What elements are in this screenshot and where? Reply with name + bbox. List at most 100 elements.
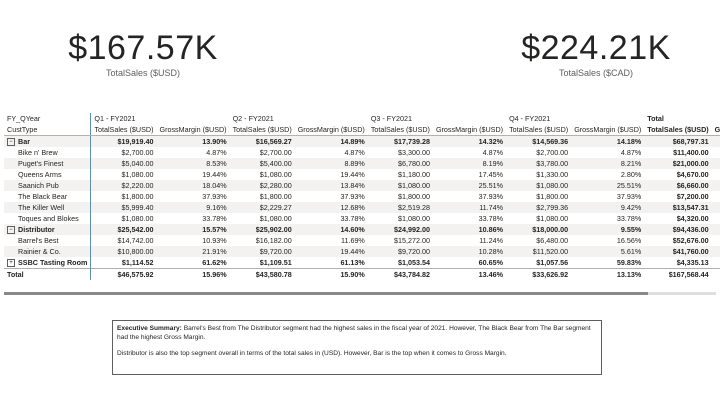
row-label: The Killer Well (4, 202, 92, 213)
row-label: Total (4, 268, 92, 280)
cell-total-sales: $1,800.00 (397, 192, 430, 201)
cell-gross-margin: 9.55% (571, 224, 645, 235)
row-label: The Black Bear (4, 191, 92, 202)
cell-total-sales: $16,569.27 (229, 135, 295, 147)
column-header-total-sales[interactable]: TotalSales ($USD) (90, 124, 157, 136)
cell-gross-margin: 9.16% (156, 202, 230, 213)
column-header-total[interactable]: Total (647, 114, 664, 123)
matrix-row[interactable]: The Killer Well $5,999.40 9.16% $2,229.27 12… (4, 202, 720, 213)
column-header-total-sales[interactable]: TotalSales ($USD) (367, 124, 433, 136)
matrix-row[interactable]: The Black Bear $1,800.00 37.93% $1,800.00 37… (4, 191, 720, 202)
executive-summary-textbox: Executive Summary: Barrel's Best from Th… (112, 320, 602, 375)
cell-total-sales: $1,080.00 (259, 170, 292, 179)
cell-total-sales: $1,080.00 (397, 214, 430, 223)
matrix-group-row[interactable]: + SSBC Tasting Room $1,114.52 61.62% $1,109.… (4, 257, 720, 269)
cell-gross-margin: 61.13% (340, 258, 365, 267)
sales-matrix[interactable]: FY_QYear Q1 - FY2021 Q2 - FY2021 Q3 - FY202… (4, 113, 720, 298)
column-header-total-sales[interactable]: TotalSales ($USD) (229, 124, 295, 136)
matrix-row[interactable]: Bike n' Brew $2,700.00 4.87% $2,700.00 4.87%… (4, 147, 720, 158)
cell-gross-margin: 19.44% (294, 246, 368, 257)
matrix-row[interactable]: Queens Arms $1,080.00 19.44% $1,080.00 19.44… (4, 169, 720, 180)
cell-total-sales: $2,220.00 (90, 180, 157, 191)
matrix-group-row[interactable]: − Bar $19,919.40 13.90% $16,569.27 14.89% $17,… (4, 135, 720, 147)
collapse-icon[interactable]: − (7, 226, 15, 235)
cell-total-sales: $2,280.00 (229, 180, 295, 191)
cell-total: $41,760.00 (644, 246, 712, 257)
summary-text-1: Barrel's Best from The Distributor segme… (117, 325, 591, 341)
row-label-text: Toques and Blokes (18, 214, 79, 223)
cell-total-sales: $1,800.00 (121, 192, 154, 201)
collapse-icon[interactable]: − (7, 138, 15, 147)
cell-total-sales: $11,520.00 (506, 246, 572, 257)
matrix-header-row-measures: CustType TotalSales ($USD) GrossMargin ($U… (4, 124, 720, 136)
cell-total-sales: $1,053.54 (397, 258, 430, 267)
column-header-cut-off[interactable]: Gro (711, 124, 720, 136)
cell-gross-margin: 4.87% (482, 148, 504, 157)
row-label-text: Bar (18, 137, 30, 146)
column-header-quarter[interactable]: Q1 - FY2021 (94, 114, 136, 123)
cell-total: $4,335.13 (676, 258, 709, 267)
row-label: − Bar (4, 135, 92, 147)
column-header-total-sales[interactable]: TotalSales ($USD) (506, 124, 572, 136)
cell-cut-off (711, 180, 720, 191)
row-label-text: Bike n' Brew (18, 148, 58, 157)
column-header-gross-margin[interactable]: GrossMargin ($USD) (571, 124, 645, 136)
matrix-row[interactable]: Rainier & Co. $10,800.00 21.91% $9,720.00 19… (4, 246, 720, 257)
cell-total-sales: $2,700.00 (259, 148, 292, 157)
kpi-card-total-sales-cad[interactable]: $224.21K TotalSales ($CAD) (476, 28, 716, 78)
cell-gross-margin: 13.90% (156, 135, 230, 147)
matrix-row[interactable]: Barrel's Best $14,742.00 10.93% $16,182.00 1… (4, 235, 720, 246)
kpi-label: TotalSales ($CAD) (558, 68, 634, 78)
cell-total-sales: $25,542.00 (90, 224, 157, 235)
kpi-card-total-sales-usd[interactable]: $167.57K TotalSales ($USD) (23, 28, 263, 78)
cell-cut-off (712, 169, 720, 180)
matrix-row[interactable]: Toques and Blokes $1,080.00 33.78% $1,080.0… (4, 213, 720, 224)
cell-gross-margin: 15.90% (294, 268, 368, 280)
row-label-text: Distributor (18, 225, 55, 234)
cell-cut-off (712, 147, 720, 158)
column-header-gross-margin[interactable]: GrossMargin ($USD) (156, 124, 230, 136)
matrix-group-row[interactable]: − Distributor $25,542.00 15.57% $25,902.00 14… (4, 224, 720, 235)
horizontal-scrollbar[interactable] (4, 292, 716, 295)
matrix-total-row[interactable]: Total $46,575.92 15.96% $43,580.78 15.90% $43… (4, 268, 720, 280)
cell-cut-off (711, 135, 720, 147)
cell-total-sales: $1,109.51 (259, 258, 292, 267)
cell-gross-margin: 10.93% (202, 236, 227, 245)
cell-total-sales: $1,080.00 (367, 180, 433, 191)
cell-cut-off (711, 158, 720, 169)
column-header-gross-margin[interactable]: GrossMargin ($USD) (432, 124, 507, 136)
row-label-text: Puget's Finest (18, 159, 64, 168)
cell-gross-margin: 2.80% (620, 170, 642, 179)
summary-paragraph-2: Distributor is also the top segment over… (117, 350, 507, 357)
cell-total-sales: $1,180.00 (397, 170, 430, 179)
row-label-text: SSBC Tasting Room (18, 258, 88, 267)
cell-total: $6,660.00 (644, 180, 712, 191)
cell-gross-margin: 33.78% (616, 214, 642, 223)
cell-gross-margin: 14.60% (294, 224, 368, 235)
cell-gross-margin: 18.04% (156, 180, 230, 191)
row-label: Queens Arms (4, 169, 92, 180)
column-header-quarter[interactable]: Q2 - FY2021 (232, 114, 274, 123)
matrix-row[interactable]: Puget's Finest $5,040.00 8.53% $5,400.00 8.8… (4, 158, 720, 169)
matrix-row[interactable]: Saanich Pub $2,220.00 18.04% $2,280.00 13.84… (4, 180, 720, 191)
expand-icon[interactable]: + (7, 259, 15, 268)
cell-total-sales: $1,080.00 (121, 214, 154, 223)
cell-total-sales: $24,992.00 (367, 224, 433, 235)
cell-gross-margin: 14.18% (571, 135, 645, 147)
cell-total-sales: $2,700.00 (536, 148, 569, 157)
summary-heading: Executive Summary: (117, 325, 182, 332)
column-header-quarter[interactable]: Q3 - FY2021 (370, 114, 412, 123)
cell-gross-margin: 10.28% (432, 246, 507, 257)
column-header-quarter[interactable]: Q4 - FY2021 (509, 114, 551, 123)
cell-gross-margin: 11.74% (432, 202, 507, 213)
cell-total-sales: $2,799.36 (506, 202, 572, 213)
cell-gross-margin: 11.69% (340, 236, 365, 245)
column-header-gross-margin[interactable]: GrossMargin ($USD) (294, 124, 368, 136)
cell-total-sales: $2,519.28 (367, 202, 433, 213)
cell-total: $68,797.31 (644, 135, 712, 147)
row-header-custtype: CustType (4, 124, 92, 136)
column-header-total-sales[interactable]: TotalSales ($USD) (644, 124, 712, 136)
scrollbar-thumb[interactable] (4, 292, 648, 295)
cell-cut-off (711, 202, 720, 213)
cell-gross-margin: 37.93% (616, 192, 642, 201)
